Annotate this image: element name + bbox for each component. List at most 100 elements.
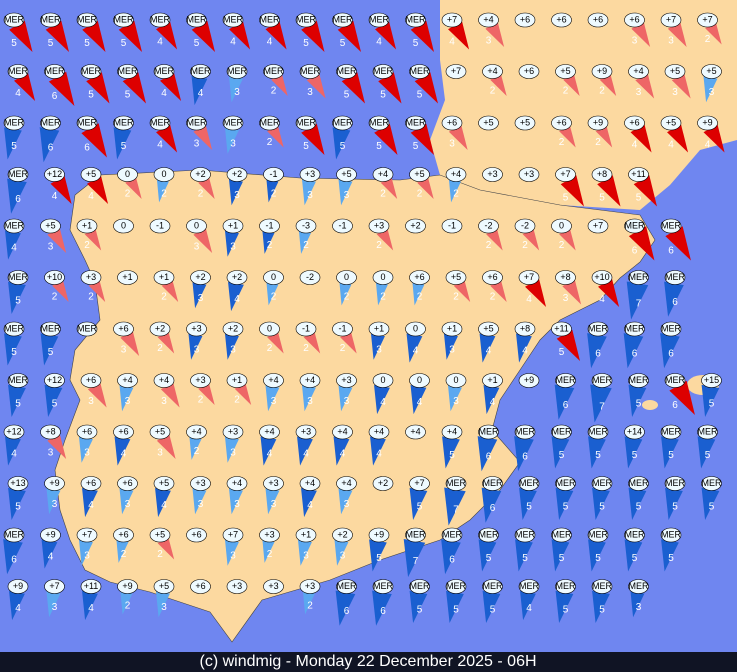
wind-force: 5 xyxy=(486,553,492,564)
wind-arrow xyxy=(374,385,390,415)
station-label-bg xyxy=(441,218,463,234)
station-label: -1 xyxy=(269,169,277,179)
station: 3 +5 xyxy=(336,167,357,206)
wind-arrow xyxy=(5,436,21,466)
wind-force: 3 xyxy=(486,35,492,46)
wind-force: 2 xyxy=(267,343,273,354)
wind-arrow xyxy=(560,175,584,207)
wind-force: 6 xyxy=(380,606,386,617)
wind-force: 2 xyxy=(559,137,565,148)
station-label-bg xyxy=(80,579,102,594)
station: 4 +7 xyxy=(518,270,547,308)
station-label-bg xyxy=(222,218,244,234)
station-label-bg xyxy=(190,476,211,491)
station-label: 0 xyxy=(380,272,385,282)
station-label: +7 xyxy=(414,478,424,488)
wind-force: 4 xyxy=(380,397,386,408)
station-label-bg xyxy=(117,476,138,491)
wind-force: 3 xyxy=(198,293,204,304)
wind-arrow xyxy=(8,281,26,314)
wind-arrow xyxy=(52,279,69,303)
station: 3 MER xyxy=(299,64,326,99)
station-label-bg xyxy=(478,321,499,337)
station-label: +4 xyxy=(268,375,278,385)
station: 6 MER xyxy=(664,270,686,317)
wind-arrow xyxy=(623,333,644,369)
footer-bar xyxy=(0,652,737,672)
wind-force: 2 xyxy=(271,291,277,302)
wind-force: 2 xyxy=(559,240,565,251)
station-label-bg xyxy=(7,373,29,388)
station-label: +7 xyxy=(49,581,59,591)
station: 3 MER xyxy=(222,115,244,154)
wind-force: 4 xyxy=(88,603,94,614)
wind-arrow xyxy=(228,282,244,312)
station-label-bg xyxy=(518,579,540,594)
wind-arrow xyxy=(370,333,385,360)
station-label-bg xyxy=(7,270,29,285)
station: 6 MER xyxy=(481,476,503,523)
wind-force: 3 xyxy=(121,344,127,355)
station-label: MER xyxy=(556,581,577,591)
station-label-bg xyxy=(664,373,686,388)
wind-arrow xyxy=(403,539,426,578)
station: 3 +7 xyxy=(44,579,65,618)
station: 5 MER xyxy=(76,12,106,53)
station-label-bg xyxy=(551,527,572,543)
wind-force: 6 xyxy=(84,143,90,154)
station-label-bg xyxy=(514,321,536,337)
station: 4 +5 xyxy=(660,115,689,153)
station-label-bg xyxy=(518,373,540,388)
station: 20 xyxy=(372,270,394,306)
wind-arrow xyxy=(125,176,142,200)
wind-arrow xyxy=(118,20,142,53)
station-label: +9 xyxy=(702,117,712,127)
wind-force: 3 xyxy=(449,344,455,355)
wind-force: 6 xyxy=(449,555,455,566)
wind-arrow xyxy=(192,488,207,515)
station: 5 MER xyxy=(701,476,722,520)
station-label-bg xyxy=(660,321,682,337)
station-label-bg xyxy=(660,12,682,28)
station-label: 0 xyxy=(559,220,564,230)
station-label-bg xyxy=(332,424,353,440)
station-label: +3 xyxy=(86,272,96,282)
wind-force: 2 xyxy=(595,137,601,148)
wind-arrow xyxy=(635,73,655,99)
wind-arrow xyxy=(229,21,251,50)
wind-arrow xyxy=(114,436,131,466)
station-label: +1 xyxy=(228,220,238,230)
station-label: MER xyxy=(296,117,317,127)
station-label: MER xyxy=(552,529,573,539)
wind-force: 5 xyxy=(413,141,419,152)
station-label: +4 xyxy=(410,426,420,436)
station-label: +4 xyxy=(191,426,201,436)
station-label: +13 xyxy=(10,478,25,488)
station-label: +7 xyxy=(666,14,676,24)
wind-force: 2 xyxy=(121,549,127,560)
station-label: +5 xyxy=(159,581,169,591)
france xyxy=(430,0,737,210)
wind-arrow xyxy=(703,76,718,103)
station-label-bg xyxy=(336,476,357,491)
station: +2 xyxy=(372,476,394,491)
wind-arrow xyxy=(161,279,179,303)
wind-arrow xyxy=(224,127,239,154)
station-label: +6 xyxy=(629,117,639,127)
station-label-bg xyxy=(40,218,61,234)
station: 3 +5 xyxy=(149,424,176,460)
station-label-bg xyxy=(591,270,613,285)
station-label-bg xyxy=(551,218,572,234)
station-label-bg xyxy=(117,64,138,79)
station: 4 +11 xyxy=(80,579,102,621)
station-label: -2 xyxy=(521,220,529,230)
station-label: MER xyxy=(223,14,244,24)
station-label-bg xyxy=(149,424,171,440)
wind-force: 4 xyxy=(376,449,382,460)
wind-force: 7 xyxy=(413,556,419,567)
wind-arrow xyxy=(562,279,582,305)
wind-force: 2 xyxy=(380,291,386,302)
wind-force: 4 xyxy=(417,397,423,408)
station-label-bg xyxy=(441,527,463,543)
wind-arrow xyxy=(4,333,22,366)
